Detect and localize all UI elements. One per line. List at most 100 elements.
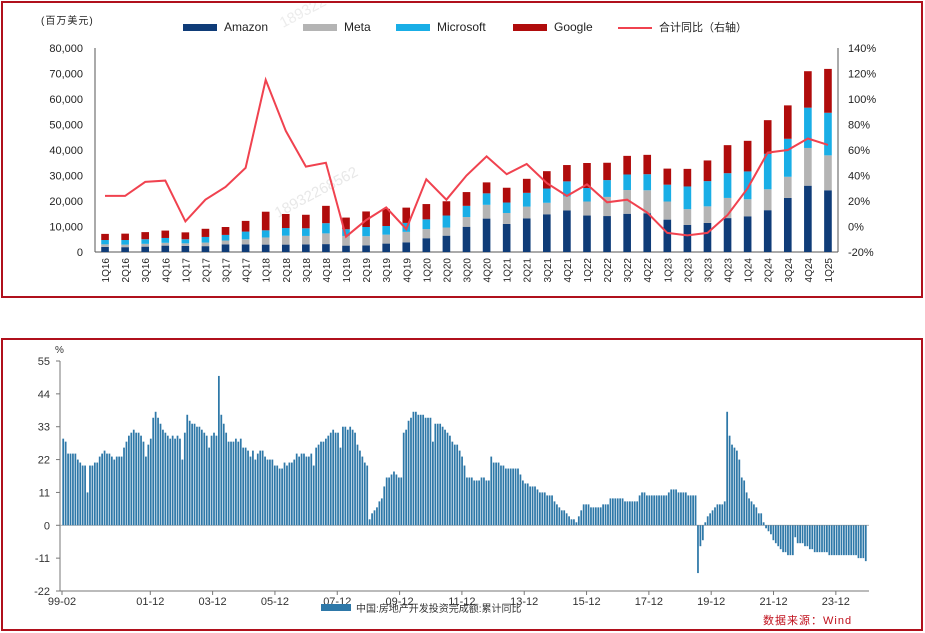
y-tick-label: 10,000 — [49, 222, 83, 234]
bar-yoy — [344, 426, 347, 526]
bar-yoy — [113, 459, 116, 526]
x-tick-label: 2Q18 — [282, 258, 293, 283]
bar-yoy — [315, 447, 318, 526]
x-tick-label: 2Q23 — [683, 258, 694, 283]
bar-microsoft — [382, 225, 390, 235]
y2-tick-label: -20% — [848, 247, 874, 259]
bar-yoy — [558, 507, 561, 526]
bar-yoy — [521, 480, 524, 526]
bar-yoy — [852, 525, 855, 556]
bar-yoy — [740, 477, 743, 526]
bar-yoy — [98, 456, 101, 526]
bar-yoy — [152, 417, 155, 526]
bar-meta — [362, 236, 370, 246]
bar-yoy — [332, 429, 335, 526]
y-tick-label: 0 — [77, 247, 83, 259]
bar-yoy — [157, 417, 159, 526]
bar-amazon — [723, 218, 732, 252]
bar-yoy — [585, 504, 587, 526]
x-tick-label: 13-12 — [510, 596, 538, 608]
bar-yoy — [283, 462, 286, 526]
legend-swatch — [183, 24, 217, 31]
bar-google — [522, 178, 531, 193]
bar-yoy — [225, 432, 228, 526]
y-tick-label: 80,000 — [49, 43, 83, 55]
bar-yoy — [818, 525, 821, 553]
bar-google — [161, 230, 170, 238]
bar-amazon — [362, 245, 370, 252]
bar-yoy — [526, 483, 529, 526]
bar-meta — [623, 190, 631, 214]
bar-yoy — [200, 429, 203, 526]
bar-yoy — [259, 450, 262, 526]
bar-microsoft — [522, 192, 531, 207]
bar-google — [101, 233, 109, 241]
bar-yoy — [264, 456, 266, 526]
bar-yoy — [762, 522, 765, 526]
bar-yoy — [604, 504, 607, 526]
y2-tick-label: 100% — [848, 94, 876, 106]
bar-google — [382, 208, 390, 226]
x-tick-label: 4Q22 — [643, 258, 654, 283]
bar-microsoft — [743, 171, 752, 200]
bar-yoy — [249, 456, 252, 526]
x-tick-label: 3Q16 — [141, 258, 152, 283]
bar-yoy — [81, 465, 84, 526]
x-tick-label: 99-02 — [48, 596, 76, 608]
bar-yoy — [597, 507, 600, 526]
bar-yoy — [310, 453, 313, 526]
bar-yoy — [862, 525, 865, 559]
bar-yoy — [402, 432, 405, 526]
x-tick-label: 23-12 — [822, 596, 850, 608]
bar-yoy — [806, 525, 809, 547]
legend-label: 中国:房地产开发投资完成额:累计同比 — [356, 602, 522, 615]
bar-yoy — [748, 498, 750, 526]
bar-microsoft — [623, 174, 631, 191]
bar-meta — [804, 147, 812, 186]
bar-yoy — [789, 525, 792, 556]
bar-yoy — [166, 435, 169, 526]
bar-yoy — [556, 504, 558, 526]
bar-yoy — [342, 426, 344, 526]
bar-yoy — [670, 489, 673, 526]
bar-yoy — [655, 495, 658, 526]
bar-yoy — [728, 435, 731, 526]
bar-yoy — [363, 462, 366, 526]
bar-microsoft — [281, 228, 290, 236]
y-tick-label: 33 — [38, 422, 50, 434]
bar-yoy — [186, 414, 189, 526]
bar-yoy — [74, 453, 77, 526]
bar-yoy — [787, 525, 789, 556]
x-tick-label: 1Q18 — [262, 258, 273, 283]
y-tick-label: 44 — [38, 389, 50, 401]
bar-microsoft — [422, 219, 431, 230]
bar-yoy — [278, 468, 281, 526]
bar-meta — [583, 201, 591, 216]
bar-yoy — [531, 486, 534, 526]
bar-meta — [382, 234, 390, 244]
bar-amazon — [563, 210, 571, 252]
bar-yoy — [706, 516, 709, 526]
bar-meta — [442, 227, 451, 236]
bar-yoy — [811, 525, 814, 550]
x-tick-label: 3Q21 — [543, 258, 554, 283]
bar-yoy — [179, 438, 181, 526]
x-tick-label: 1Q25 — [824, 258, 835, 283]
bar-yoy — [541, 492, 544, 526]
bar-amazon — [261, 244, 270, 252]
y-tick-label: 0 — [44, 520, 50, 532]
bar-yoy — [689, 495, 692, 526]
bar-yoy — [777, 525, 780, 547]
bar-microsoft — [362, 227, 370, 237]
bar-yoy — [193, 423, 196, 526]
bar-yoy — [563, 510, 566, 526]
bar-amazon — [663, 219, 672, 252]
bar-yoy — [470, 477, 473, 526]
bar-yoy — [303, 453, 305, 526]
bar-yoy — [64, 441, 67, 526]
bar-yoy — [337, 432, 339, 526]
bar-yoy — [298, 456, 300, 526]
bar-yoy — [804, 525, 806, 547]
bar-yoy — [592, 507, 595, 526]
y-tick-label: 11 — [39, 487, 50, 499]
